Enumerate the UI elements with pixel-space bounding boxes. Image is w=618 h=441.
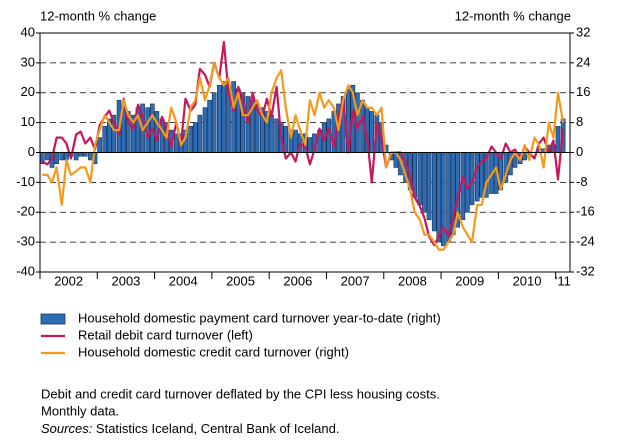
- y2-tick-label: 24: [576, 54, 590, 69]
- bar: [59, 152, 65, 161]
- legend-swatch: [40, 313, 66, 325]
- x-tick-label: 2003: [111, 273, 140, 288]
- y-tick-label: 20: [21, 84, 35, 99]
- bar: [82, 152, 88, 157]
- note: Monthly data.: [41, 403, 119, 418]
- bar: [217, 84, 222, 153]
- y2-tick-label: -8: [576, 174, 588, 189]
- source-text: Statistics Iceland, Central Bank of Icel…: [92, 421, 339, 436]
- bar: [269, 114, 274, 153]
- y2-tick-label: -32: [576, 263, 595, 278]
- line: [42, 61, 565, 251]
- bar: [97, 137, 102, 153]
- y-tick-label: -10: [16, 174, 35, 189]
- x-tick-label: 2010: [513, 273, 542, 288]
- bar: [207, 99, 212, 153]
- bar: [422, 152, 427, 213]
- y-tick-label: 40: [21, 24, 35, 39]
- y-tick-label: 10: [21, 114, 35, 129]
- bar: [102, 126, 108, 153]
- x-tick-label: 2006: [283, 273, 312, 288]
- bar: [426, 152, 432, 221]
- x-tick-label: 2007: [341, 273, 370, 288]
- x-tick-label: '11: [555, 273, 571, 288]
- legend-label: Retail debit card turnover (left): [78, 327, 253, 342]
- x-tick-label: 2002: [54, 273, 83, 288]
- y2-tick-label: 0: [576, 144, 583, 159]
- bar: [202, 107, 208, 153]
- bar: [221, 81, 227, 153]
- y2-tick-label: 16: [576, 84, 590, 99]
- bar: [274, 118, 279, 153]
- bar: [417, 152, 423, 206]
- bar: [245, 96, 251, 153]
- bar: [431, 152, 437, 232]
- bar: [436, 152, 442, 243]
- bar: [474, 152, 480, 202]
- y-tick-label: -20: [16, 204, 35, 219]
- bar: [307, 137, 313, 153]
- note: Debit and credit card turnover deflated …: [41, 386, 440, 401]
- bar: [479, 152, 485, 198]
- y-tick-label: 30: [21, 54, 35, 69]
- bar: [88, 152, 93, 161]
- legend-label: Household domestic payment card turnover…: [78, 310, 441, 325]
- y-tick-label: -30: [16, 234, 35, 249]
- bar: [522, 152, 528, 161]
- y-tick-label: 0: [28, 144, 35, 159]
- bar: [369, 111, 375, 153]
- x-tick-label: 2004: [169, 273, 198, 288]
- y2-tick-label: -24: [576, 234, 595, 249]
- x-tick-label: 2005: [226, 273, 255, 288]
- y-tick-label: -40: [16, 263, 35, 278]
- source-label: Sources:: [41, 421, 93, 436]
- bar: [197, 114, 203, 153]
- source: Sources: Statistics Iceland, Central Ban…: [41, 421, 339, 436]
- x-tick-label: 2008: [398, 273, 427, 288]
- bar: [73, 152, 79, 161]
- bar: [64, 152, 69, 161]
- bar: [231, 81, 236, 153]
- legend-label: Household domestic credit card turnover …: [78, 344, 349, 359]
- plot-frame: [39, 32, 571, 273]
- y2-tick-label: 32: [576, 24, 590, 39]
- bar: [54, 152, 59, 165]
- line: [41, 40, 565, 247]
- y-axis-title: 12-month % change: [40, 8, 156, 23]
- bar: [45, 152, 50, 161]
- bar: [78, 152, 84, 157]
- bar: [555, 126, 561, 153]
- y2-tick-label: -16: [576, 204, 595, 219]
- bar: [174, 133, 179, 153]
- y2-axis-title: 12-month % change: [455, 8, 571, 23]
- bar: [211, 92, 217, 153]
- y2-tick-label: 8: [576, 114, 583, 129]
- bar: [293, 129, 298, 153]
- bar: [192, 122, 198, 153]
- x-tick-label: 2009: [455, 273, 484, 288]
- bar: [188, 126, 194, 153]
